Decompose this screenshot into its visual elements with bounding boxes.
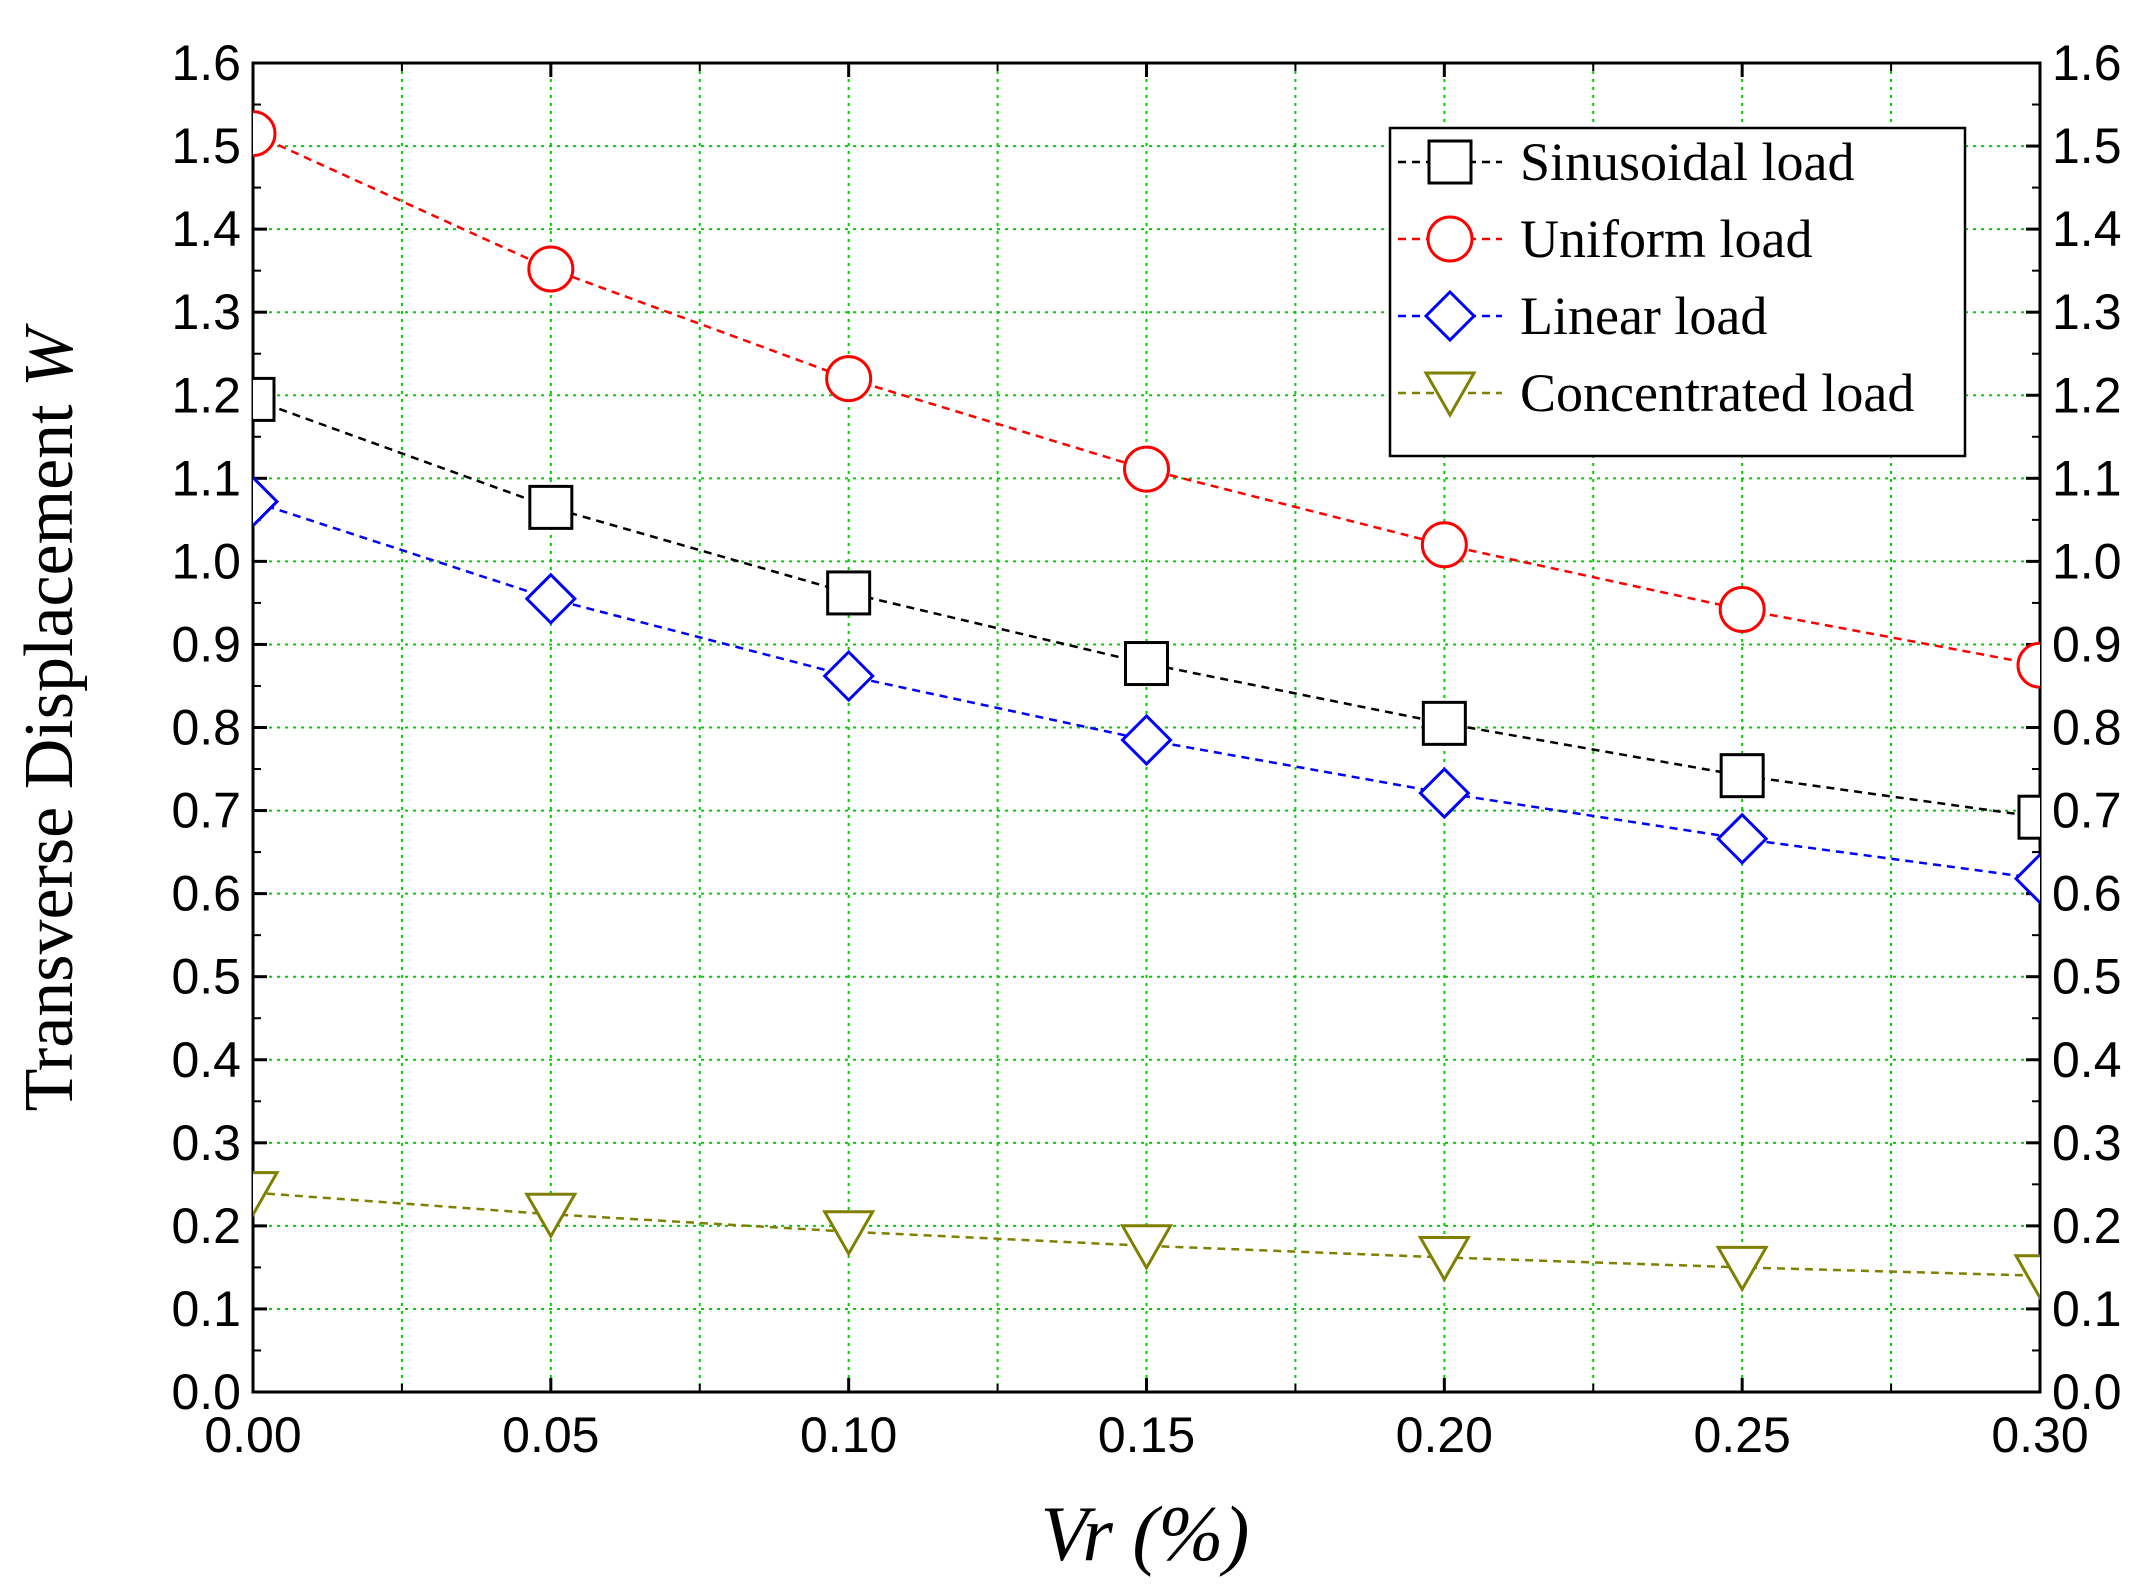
- y-tick-label-left: 1.3: [171, 284, 241, 340]
- data-point-uniform-load: [1420, 521, 1468, 569]
- data-point-linear-load: [2013, 852, 2040, 905]
- y-tick-label-left: 0.7: [171, 783, 241, 839]
- y-tick-label-left: 0.3: [171, 1115, 241, 1171]
- y-tick-label-right: 0.4: [2052, 1032, 2122, 1088]
- legend-label-sinusoidal-load: Sinusoidal load: [1520, 132, 1855, 192]
- y-tick-label-right: 0.1: [2052, 1281, 2122, 1337]
- data-point-concentrated-load: [1119, 1224, 1174, 1271]
- legend-marker-concentrated-load: [1423, 371, 1477, 419]
- data-point-linear-load: [1418, 766, 1471, 820]
- series-group: [253, 110, 2040, 1301]
- x-tick-label: 0.20: [1396, 1407, 1493, 1463]
- y-axis-label: Transverse Displacement W: [11, 323, 88, 1111]
- y-tick-label-left: 0.9: [171, 616, 241, 672]
- data-point-concentrated-load: [253, 1171, 280, 1218]
- y-tick-label-right: 0.2: [2052, 1198, 2122, 1254]
- series-concentrated-load: [253, 1171, 2040, 1301]
- x-tick-label: 0.25: [1694, 1407, 1791, 1463]
- y-tick-label-left: 0.1: [171, 1281, 241, 1337]
- y-tick-label-right: 1.3: [2052, 284, 2122, 340]
- y-tick-label-right: 0.9: [2052, 616, 2122, 672]
- legend-label-uniform-load: Uniform load: [1520, 209, 1812, 269]
- y-tick-label-right: 1.2: [2052, 367, 2122, 423]
- legend-label-concentrated-load: Concentrated load: [1520, 363, 1914, 423]
- data-point-sinusoidal-load: [1421, 700, 1467, 746]
- y-axis-label-main: Transverse Displacement: [11, 387, 88, 1111]
- data-point-uniform-load: [2016, 641, 2040, 689]
- y-axis-label-var: W: [11, 323, 88, 387]
- data-point-concentrated-load: [2013, 1254, 2040, 1301]
- x-tick-label: 0.15: [1098, 1407, 1195, 1463]
- y-tick-label-left: 1.1: [171, 450, 241, 506]
- y-tick-label-right: 0.6: [2052, 866, 2122, 922]
- data-point-uniform-load: [1718, 586, 1766, 634]
- legend-marker-uniform-load: [1426, 215, 1474, 263]
- y-tick-label-left: 0.8: [171, 700, 241, 756]
- data-point-uniform-load: [825, 355, 873, 403]
- y-tick-label-left: 0.6: [171, 866, 241, 922]
- data-point-uniform-load: [527, 245, 575, 293]
- data-point-uniform-load: [1123, 445, 1170, 493]
- y-tick-label-right: 1.6: [2052, 35, 2122, 91]
- legend: Sinusoidal load Uniform load Linear load Co…: [1388, 126, 1967, 458]
- y-tick-label-left: 0.4: [171, 1032, 241, 1088]
- legend-marker-sinusoidal-load: [1427, 139, 1473, 185]
- x-tick-label: 0.00: [204, 1407, 301, 1463]
- y-tick-label-right: 0.0: [2052, 1364, 2122, 1420]
- legend-box: [1388, 126, 1967, 458]
- x-axis-label: Vr (%): [1041, 1490, 1250, 1577]
- y-tick-label-right: 1.5: [2052, 118, 2122, 174]
- data-point-linear-load: [822, 649, 875, 703]
- y-tick-label-left: 1.0: [171, 533, 241, 589]
- y-tick-label-left: 0.2: [171, 1198, 241, 1254]
- y-tick-label-right: 1.4: [2052, 201, 2122, 257]
- y-tick-label-right: 0.3: [2052, 1115, 2122, 1171]
- legend-label-linear-load: Linear load: [1520, 286, 1767, 346]
- data-point-linear-load: [524, 572, 577, 625]
- y-tick-label-right: 1.0: [2052, 533, 2122, 589]
- x-axis-label-var: Vr: [1041, 1490, 1114, 1577]
- data-point-concentrated-load: [1715, 1245, 1769, 1293]
- y-tick-label-right: 0.7: [2052, 783, 2122, 839]
- legend-marker-linear-load: [1423, 289, 1477, 343]
- y-tick-label-right: 1.1: [2052, 450, 2122, 506]
- y-tick-label-left: 0.0: [171, 1364, 241, 1420]
- series-uniform-load: [253, 110, 2040, 689]
- y-tick-label-left: 1.2: [171, 367, 241, 423]
- data-point-linear-load: [253, 475, 280, 528]
- y-tick-label-left: 1.4: [171, 201, 241, 257]
- ticks: 0.0 0.0 0.1 0.1 0.2 0.2 0.3 0.3 0.4 0.4 0.5 0.5 0.6 0…: [171, 35, 2121, 1463]
- y-tick-label-left: 1.6: [171, 35, 241, 91]
- y-tick-label-right: 0.5: [2052, 949, 2122, 1005]
- x-tick-label: 0.10: [800, 1407, 897, 1463]
- data-point-sinusoidal-load: [1719, 753, 1765, 799]
- x-tick-label: 0.30: [1991, 1407, 2088, 1463]
- data-point-sinusoidal-load: [1124, 641, 1169, 687]
- data-point-concentrated-load: [524, 1192, 578, 1240]
- data-point-sinusoidal-load: [528, 484, 574, 530]
- data-point-sinusoidal-load: [253, 376, 276, 422]
- data-point-linear-load: [1716, 812, 1769, 865]
- data-point-uniform-load: [253, 110, 277, 158]
- data-point-concentrated-load: [1417, 1235, 1471, 1283]
- data-point-sinusoidal-load: [2017, 794, 2040, 840]
- y-tick-label-left: 1.5: [171, 118, 241, 174]
- x-tick-label: 0.05: [502, 1407, 599, 1463]
- data-point-sinusoidal-load: [826, 570, 872, 616]
- y-tick-label-right: 0.8: [2052, 700, 2122, 756]
- series-linear-load: [253, 475, 2040, 905]
- y-tick-label-left: 0.5: [171, 949, 241, 1005]
- data-point-concentrated-load: [822, 1210, 876, 1257]
- data-point-linear-load: [1120, 713, 1173, 767]
- series-sinusoidal-load: [253, 376, 2040, 840]
- x-axis-label-unit: (%): [1113, 1490, 1249, 1577]
